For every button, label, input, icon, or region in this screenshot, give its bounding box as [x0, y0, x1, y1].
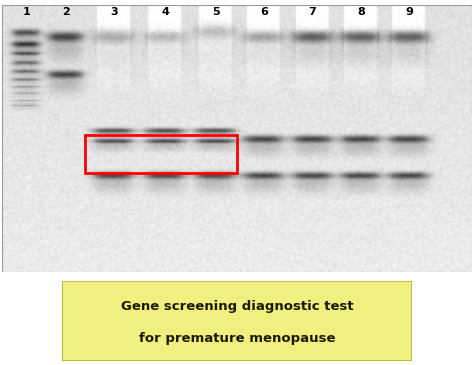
- Text: 6: 6: [260, 7, 268, 17]
- Text: 8: 8: [357, 7, 365, 17]
- Text: for premature menopause: for premature menopause: [139, 333, 335, 345]
- Text: 9: 9: [405, 7, 413, 17]
- Text: 4: 4: [162, 7, 170, 17]
- Text: 3: 3: [110, 7, 118, 17]
- Text: 5: 5: [212, 7, 219, 17]
- FancyBboxPatch shape: [62, 281, 412, 361]
- Text: Gene screening diagnostic test: Gene screening diagnostic test: [121, 300, 353, 313]
- Bar: [85, 135, 237, 173]
- Text: 1: 1: [23, 7, 31, 17]
- Text: 2: 2: [62, 7, 70, 17]
- Text: 7: 7: [309, 7, 317, 17]
